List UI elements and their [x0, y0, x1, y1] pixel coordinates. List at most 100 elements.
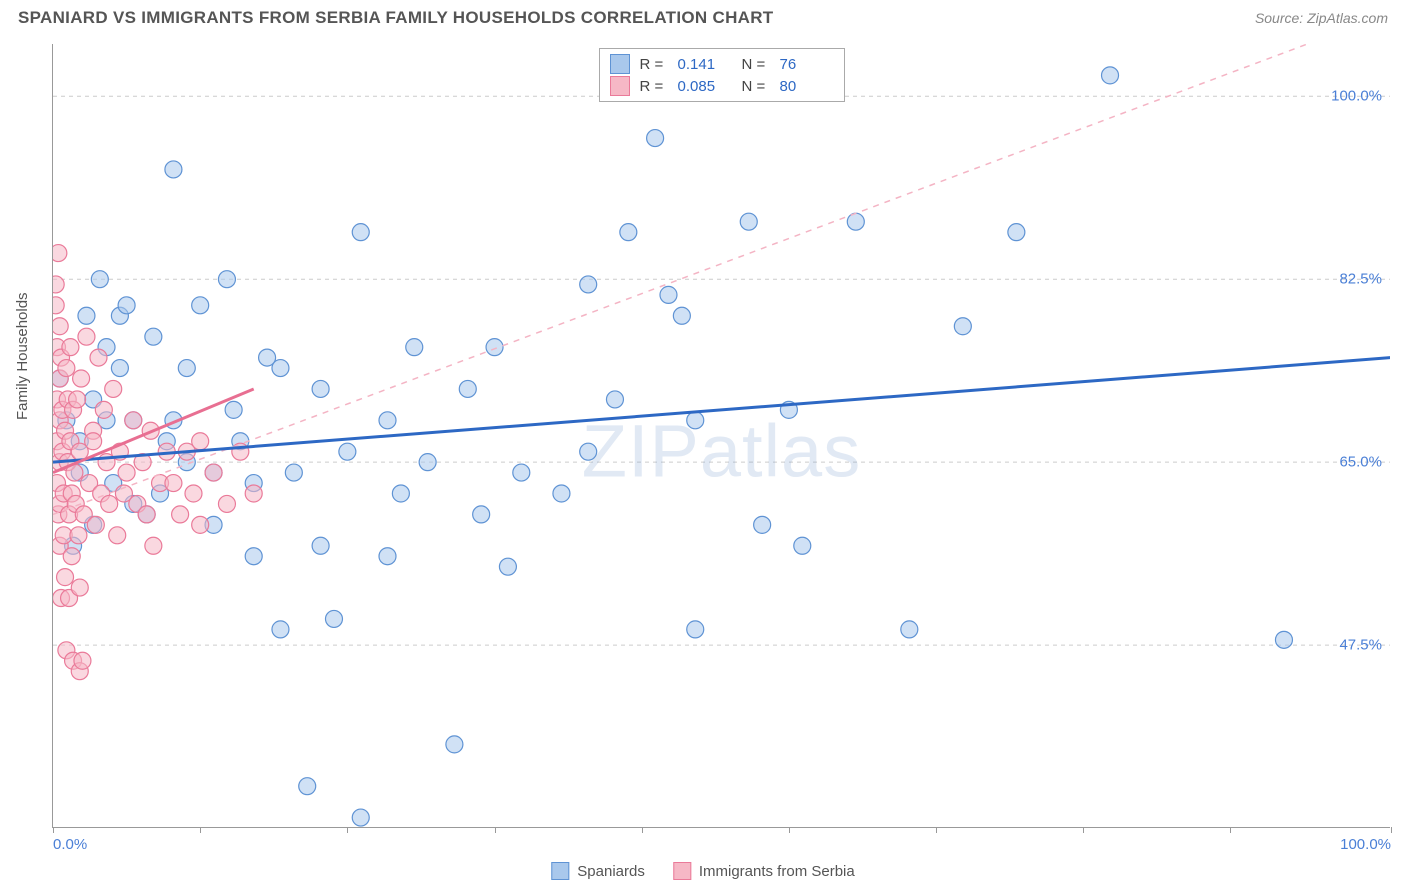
data-point	[98, 454, 115, 471]
data-point	[419, 454, 436, 471]
y-tick-label: 100.0%	[1331, 88, 1382, 105]
data-point	[205, 464, 222, 481]
data-point	[65, 401, 82, 418]
data-point	[75, 506, 92, 523]
data-point	[218, 271, 235, 288]
data-point	[272, 360, 289, 377]
data-point	[446, 736, 463, 753]
data-point	[53, 506, 67, 523]
data-point	[91, 271, 108, 288]
data-point	[111, 360, 128, 377]
data-point	[53, 297, 64, 314]
data-point	[379, 548, 396, 565]
x-tick-label: 0.0%	[53, 836, 87, 853]
data-point	[1275, 631, 1292, 648]
data-point	[69, 391, 86, 408]
r-value: 0.085	[678, 78, 732, 95]
data-point	[53, 495, 68, 512]
data-point	[125, 412, 142, 429]
data-point	[299, 778, 316, 795]
data-point	[53, 339, 66, 356]
n-label: N =	[742, 78, 770, 95]
data-point	[158, 443, 175, 460]
correlation-row: R =0.085N =80	[610, 75, 834, 97]
data-point	[87, 516, 104, 533]
data-point	[225, 401, 242, 418]
data-point	[53, 412, 68, 429]
data-point	[57, 422, 74, 439]
legend-item: Spaniards	[551, 862, 645, 880]
data-point	[158, 433, 175, 450]
data-point	[73, 370, 90, 387]
data-point	[754, 516, 771, 533]
data-point	[53, 454, 68, 471]
data-point	[245, 548, 262, 565]
legend-swatch	[610, 54, 630, 74]
data-point	[325, 610, 342, 627]
data-point	[205, 464, 222, 481]
data-point	[660, 286, 677, 303]
data-point	[98, 339, 115, 356]
data-point	[59, 391, 76, 408]
trend-line	[53, 389, 254, 473]
data-point	[379, 412, 396, 429]
data-point	[580, 276, 597, 293]
data-point	[138, 506, 155, 523]
data-point	[70, 527, 87, 544]
trend-lines-layer	[53, 44, 1390, 827]
r-label: R =	[640, 78, 668, 95]
data-point	[62, 339, 79, 356]
data-point	[118, 297, 135, 314]
data-point	[53, 318, 68, 335]
data-point	[152, 485, 169, 502]
data-point	[232, 443, 249, 460]
legend-label: Spaniards	[577, 863, 645, 880]
data-point	[740, 213, 757, 230]
data-point	[71, 433, 88, 450]
data-point	[129, 495, 146, 512]
data-point	[352, 224, 369, 241]
watermark-text: ZIPatlas	[582, 409, 861, 494]
data-point	[111, 307, 128, 324]
y-tick-label: 47.5%	[1339, 637, 1382, 654]
data-point	[53, 370, 68, 387]
data-point	[165, 412, 182, 429]
data-point	[53, 370, 68, 387]
scatter-plot: ZIPatlas 0.0%100.0% 47.5%65.0%82.5%100.0…	[52, 44, 1390, 828]
data-point	[205, 516, 222, 533]
data-point	[312, 537, 329, 554]
data-point	[192, 433, 209, 450]
n-label: N =	[742, 56, 770, 73]
data-point	[459, 380, 476, 397]
legend-swatch	[610, 76, 630, 96]
data-point	[90, 349, 107, 366]
data-point	[954, 318, 971, 335]
data-point	[54, 443, 71, 460]
data-point	[53, 590, 70, 607]
y-axis-labels: 47.5%65.0%82.5%100.0%	[53, 44, 1390, 827]
n-value: 76	[780, 56, 834, 73]
data-point	[85, 433, 102, 450]
data-point	[71, 464, 88, 481]
data-point	[178, 454, 195, 471]
data-point	[232, 433, 249, 450]
data-point	[109, 527, 126, 544]
data-point	[673, 307, 690, 324]
data-point	[847, 213, 864, 230]
legend-swatch	[673, 862, 691, 880]
data-point	[58, 642, 75, 659]
legend-item: Immigrants from Serbia	[673, 862, 855, 880]
data-point	[192, 516, 209, 533]
data-point	[111, 443, 128, 460]
data-point	[580, 443, 597, 460]
data-point	[606, 391, 623, 408]
data-point	[218, 495, 235, 512]
data-point	[58, 360, 75, 377]
y-tick-label: 82.5%	[1339, 271, 1382, 288]
data-point	[513, 464, 530, 481]
data-point	[647, 130, 664, 147]
data-point	[98, 412, 115, 429]
data-point	[392, 485, 409, 502]
data-point	[259, 349, 276, 366]
data-point	[553, 485, 570, 502]
